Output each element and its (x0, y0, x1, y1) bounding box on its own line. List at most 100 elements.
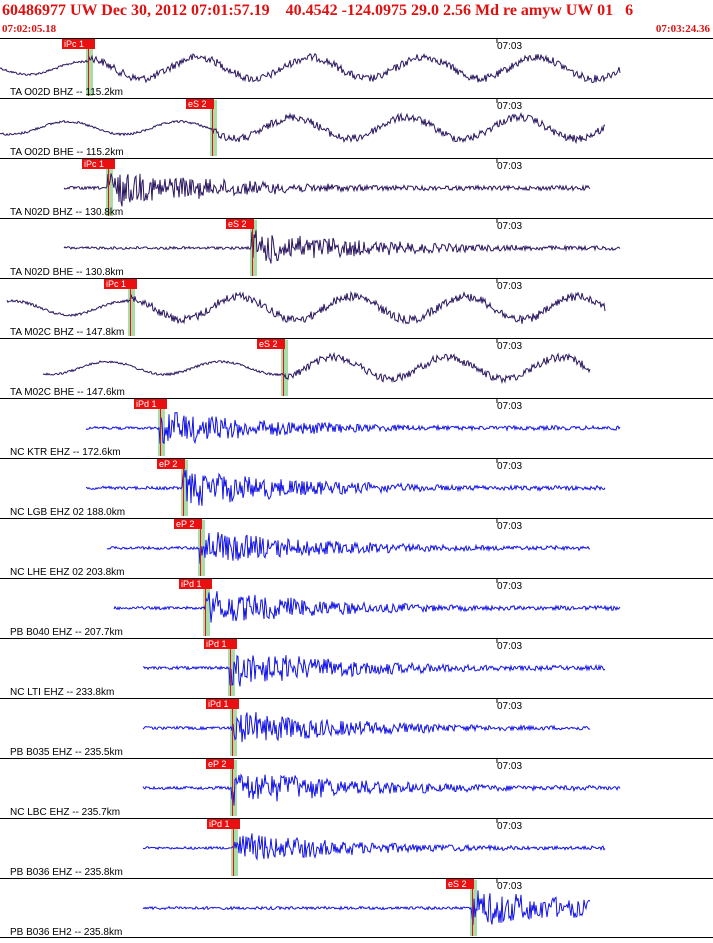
station-label: PB B040 EHZ -- 207.7km (10, 627, 123, 638)
trace-panel: iPd 1 07:03 NC LTI EHZ -- 233.8km (0, 638, 713, 698)
station-label: PB B036 EHZ -- 235.8km (10, 867, 123, 878)
minute-label: 07:03 (497, 401, 522, 412)
pick-label-box (174, 519, 202, 529)
minute-label: 07:03 (497, 641, 522, 652)
pick-label-box (157, 459, 185, 469)
station-label: TA N02D BHE -- 130.8km (10, 267, 124, 278)
pick-window (281, 340, 288, 396)
start-time: 07:02:05.18 (2, 23, 57, 35)
trace-panel: eS 2 07:03 TA O02D BHE -- 115.2km (0, 98, 713, 158)
waveform (142, 773, 621, 806)
trace-panel: iPc 1 07:03 TA O02D BHZ -- 115.2km (0, 38, 713, 98)
pick-window (228, 640, 235, 696)
trace-panel: iPd 1 07:03 PB B035 EHZ -- 235.5km (0, 698, 713, 758)
waveform (142, 833, 606, 861)
pick-label: eS 2 (188, 99, 207, 109)
waveform (142, 654, 606, 687)
minute-label: 07:03 (497, 821, 522, 832)
pick-label: eP 2 (159, 459, 177, 469)
pick-window (158, 400, 165, 456)
trace-panel: iPd 1 07:03 PB B036 EHZ -- 235.8km (0, 818, 713, 878)
minute-label: 07:03 (497, 701, 522, 712)
pick-label-box (104, 279, 137, 289)
station-label: TA M02C BHE -- 147.6km (10, 387, 125, 398)
pick-window (230, 760, 237, 816)
minute-label: 07:03 (497, 881, 522, 892)
trace-panel: iPd 1 07:03 PB B040 EHZ -- 207.7km (0, 578, 713, 638)
minute-label: 07:03 (497, 761, 522, 772)
pick-window (106, 160, 113, 216)
minute-label: 07:03 (497, 161, 522, 172)
waveform (106, 532, 591, 564)
seismogram-panels: iPc 1 07:03 TA O02D BHZ -- 115.2km eS 2 07:0… (0, 38, 713, 938)
station-label: NC LGB EHZ 02 188.0km (10, 507, 125, 518)
waveform (142, 712, 591, 743)
station-label: NC KTR EHZ -- 172.6km (10, 447, 121, 458)
end-time: 07:03:24.36 (655, 23, 710, 35)
trace-panel: iPd 1 07:03 NC KTR EHZ -- 172.6km (0, 398, 713, 458)
station-label: PB B035 EHZ -- 235.5km (10, 747, 123, 758)
pick-label-box (186, 99, 214, 109)
pick-window (86, 40, 93, 96)
minute-label: 07:03 (497, 341, 522, 352)
pick-label-box (179, 579, 212, 589)
pick-window (181, 460, 188, 516)
minute-label: 07:03 (497, 41, 522, 52)
pick-label: iPd 1 (208, 699, 229, 709)
pick-label-box (257, 339, 285, 349)
station-label: TA M02C BHZ -- 147.8km (10, 327, 124, 338)
minute-label: 07:03 (497, 461, 522, 472)
trace-panel: iPc 1 07:03 TA M02C BHZ -- 147.8km (0, 278, 713, 338)
pick-label-box (446, 879, 474, 889)
waveform (63, 230, 621, 264)
pick-label: eS 2 (259, 339, 278, 349)
pick-label: iPc 1 (84, 159, 104, 169)
minute-label: 07:03 (497, 581, 522, 592)
station-label: TA O02D BHZ -- 115.2km (10, 87, 123, 98)
pick-window (128, 280, 135, 336)
trace-panel: eP 2 07:03 NC LBC EHZ -- 235.7km (0, 758, 713, 818)
waveform (6, 290, 606, 325)
record-header: 60486977 UW Dec 30, 2012 07:01:57.19 40.… (0, 0, 713, 38)
event-title: 60486977 UW Dec 30, 2012 07:01:57.19 40.… (2, 2, 634, 19)
pick-label: iPd 1 (206, 639, 227, 649)
waveform (42, 351, 591, 385)
trace-canvas: iPc 1 07:03 TA O02D BHZ -- 115.2km eS 2 07:0… (0, 38, 713, 938)
trace-panel: iPc 1 07:03 TA N02D BHZ -- 130.8km (0, 158, 713, 218)
minute-label: 07:03 (497, 221, 522, 232)
pick-label: eP 2 (176, 519, 194, 529)
minute-label: 07:03 (497, 521, 522, 532)
trace-panel: eP 2 07:03 NC LHE EHZ 02 203.8km (0, 518, 713, 578)
waveform (142, 890, 591, 925)
pick-label-box (134, 399, 167, 409)
station-label: TA O02D BHE -- 115.2km (10, 147, 124, 158)
trace-panel: eS 2 07:03 TA N02D BHE -- 130.8km (0, 218, 713, 278)
pick-label: iPd 1 (209, 819, 230, 829)
pick-label: iPd 1 (181, 579, 202, 589)
pick-label-box (204, 639, 237, 649)
station-label: PB B036 EH2 -- 235.8km (10, 927, 122, 938)
station-label: NC LHE EHZ 02 203.8km (10, 567, 125, 578)
pick-label-box (207, 819, 240, 829)
pick-label: eS 2 (228, 219, 247, 229)
pick-label: iPd 1 (136, 399, 157, 409)
waveform (0, 111, 606, 145)
waveform (63, 173, 591, 207)
pick-label-box (82, 159, 115, 169)
minute-label: 07:03 (497, 281, 522, 292)
station-label: NC LBC EHZ -- 235.7km (10, 807, 120, 818)
pick-label: iPc 1 (64, 39, 84, 49)
waveform (113, 591, 621, 623)
pick-label-box (206, 759, 234, 769)
pick-window (203, 580, 210, 636)
minute-label: 07:03 (497, 101, 522, 112)
pick-label: iPc 1 (106, 279, 126, 289)
waveform (0, 52, 621, 84)
waveform (85, 469, 606, 506)
pick-label-box (62, 39, 95, 49)
pick-label-box (226, 219, 254, 229)
pick-label: eS 2 (448, 879, 467, 889)
trace-panel: eS 2 07:03 PB B036 EH2 -- 235.8km (0, 878, 713, 938)
trace-panel: eS 2 07:03 TA M02C BHE -- 147.6km (0, 338, 713, 398)
trace-panel: eP 2 07:03 NC LGB EHZ 02 188.0km (0, 458, 713, 518)
